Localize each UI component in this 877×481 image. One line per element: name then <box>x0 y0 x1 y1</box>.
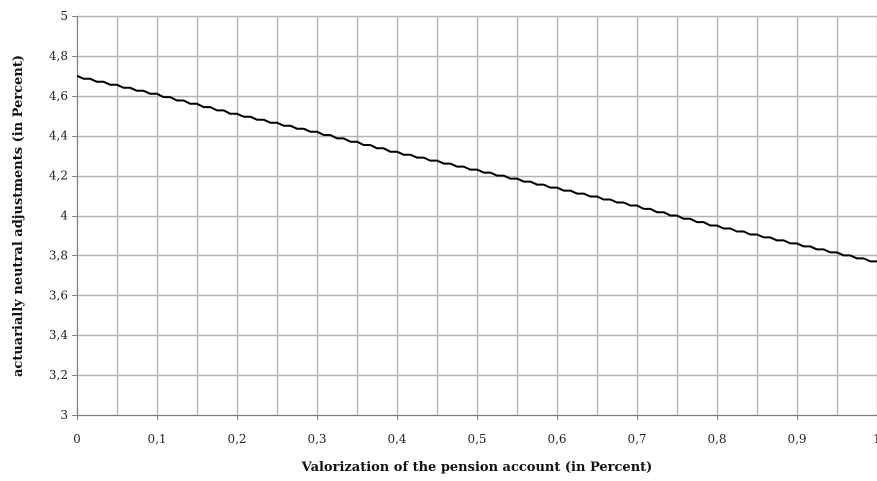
data-series <box>76 74 877 263</box>
x-tick-label: 0,8 <box>707 432 726 446</box>
x-tick-label: 0,4 <box>387 432 406 446</box>
y-tick-label: 3,4 <box>49 328 68 342</box>
x-tick-label: 0,2 <box>227 432 246 446</box>
y-tick-label: 3,8 <box>49 248 68 262</box>
series-line <box>76 74 877 263</box>
y-tick-labels: 3 3,2 3,4 3,6 3,8 4 4,2 4,4 4,6 4,8 5 <box>49 9 68 422</box>
y-tick-label: 4 <box>60 209 68 223</box>
x-tick-label: 0 <box>73 432 81 446</box>
x-tick-label: 0,7 <box>627 432 646 446</box>
x-tick-labels: 0 0,1 0,2 0,3 0,4 0,5 0,6 0,7 0,8 0,9 1 <box>73 432 877 446</box>
x-tick-label: 1 <box>873 432 877 446</box>
x-tick-label: 0,9 <box>787 432 806 446</box>
x-axis-title: Valorization of the pension account (in … <box>301 460 653 475</box>
y-tick-label: 4,8 <box>49 49 68 63</box>
y-tick-label: 5 <box>60 9 68 23</box>
y-axis-title: actuarially neutral adjustments (in Perc… <box>11 55 26 377</box>
x-tick-label: 0,3 <box>307 432 326 446</box>
y-tick-label: 3,6 <box>49 288 68 302</box>
axes <box>72 16 877 420</box>
y-tick-label: 4,2 <box>49 169 68 183</box>
y-tick-label: 4,4 <box>49 129 68 143</box>
y-tick-label: 3 <box>60 408 68 422</box>
y-tick-label: 4,6 <box>49 89 68 103</box>
y-tick-label: 3,2 <box>49 368 68 382</box>
x-tick-label: 0,6 <box>547 432 566 446</box>
x-tick-label: 0,5 <box>467 432 486 446</box>
vertical-gridlines <box>76 16 877 415</box>
x-tick-label: 0,1 <box>147 432 166 446</box>
